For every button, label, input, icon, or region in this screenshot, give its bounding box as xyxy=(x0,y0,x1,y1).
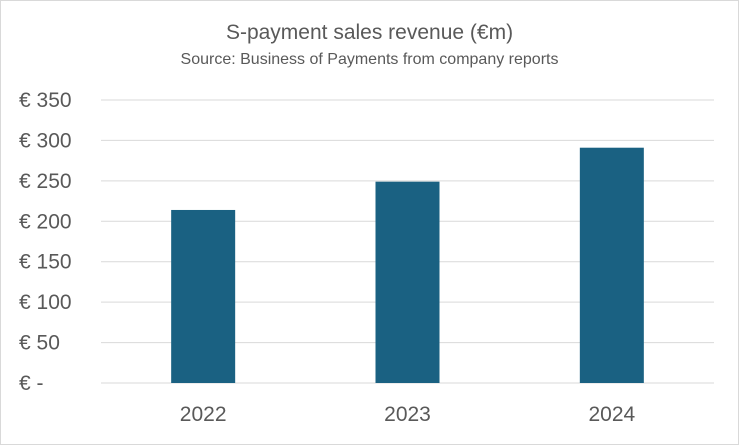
x-tick-label-2022: 2022 xyxy=(180,403,227,426)
bar-2023 xyxy=(375,181,440,383)
x-tick-label-2024: 2024 xyxy=(588,403,635,426)
chart-subtitle: Source: Business of Payments from compan… xyxy=(180,51,559,68)
bar-2024 xyxy=(579,147,644,383)
y-tick-label: € 250 xyxy=(19,170,72,193)
chart-title: S-payment sales revenue (€m) xyxy=(225,21,514,44)
y-tick-label: € 150 xyxy=(19,251,72,274)
y-tick-label: € - xyxy=(19,372,44,395)
y-tick-label: € 50 xyxy=(19,332,60,355)
y-tick-label: € 200 xyxy=(19,210,72,233)
y-tick-label: € 350 xyxy=(19,89,72,112)
y-tick-label: € 100 xyxy=(19,291,72,314)
x-tick-label-2023: 2023 xyxy=(384,403,431,426)
y-tick-label: € 300 xyxy=(19,129,72,152)
bar-2022 xyxy=(171,209,236,383)
